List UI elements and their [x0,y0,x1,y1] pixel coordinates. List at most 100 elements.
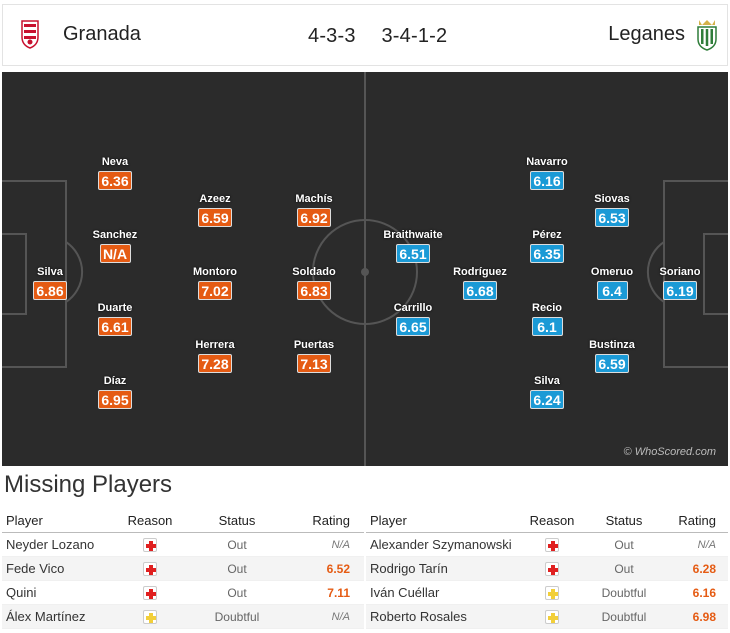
table-row[interactable]: Iván Cuéllar Doubtful 6.16 [366,581,728,605]
player-name: Braithwaite [383,229,443,241]
table-row[interactable]: Rodrigo Tarín Out 6.28 [366,557,728,581]
table-header: Player Reason Status Rating [2,509,364,533]
status-cell: Out [614,561,634,576]
player-rating: N/A [99,244,131,263]
pitch-lines [2,72,728,466]
away-player[interactable]: Braithwaite 6.51 [373,229,453,264]
player-rating: 7.28 [198,354,232,373]
home-player[interactable]: Sanchez N/A [75,229,155,264]
home-team[interactable]: Granada [19,19,141,49]
reason-cell [112,561,188,577]
table-row[interactable]: Alexander Szymanowski Out N/A [366,533,728,557]
away-player[interactable]: Pérez 6.35 [507,229,587,264]
leganes-crest-icon [695,19,717,51]
col-reason[interactable]: Reason [127,513,173,528]
home-player[interactable]: Azeez 6.59 [175,193,255,228]
player-name: Navarro [526,156,568,168]
injury-icon [143,538,157,553]
player-rating: 6.59 [595,354,629,373]
col-player[interactable]: Player [370,513,407,528]
home-player[interactable]: Díaz 6.95 [75,375,155,410]
formations: 4-3-3 3-4-1-2 [308,25,447,48]
away-player[interactable]: Soriano 6.19 [640,266,720,301]
missing-player-name[interactable]: Neyder Lozano [6,537,95,552]
missing-player-name[interactable]: Quini [6,585,37,600]
home-player[interactable]: Silva 6.86 [10,266,90,301]
missing-player-name[interactable]: Alexander Szymanowski [370,537,512,552]
missing-player-name[interactable]: Roberto Rosales [370,609,467,624]
player-name: Herrera [195,339,235,351]
table-row[interactable]: Roberto Rosales Doubtful 6.98 [366,605,728,629]
away-team-name: Leganes [608,22,685,45]
player-name: Silva [37,266,63,278]
player-rating: 6.65 [396,317,430,336]
away-player[interactable]: Omeruo 6.4 [572,266,652,301]
home-player[interactable]: Montoro 7.02 [175,266,255,301]
away-player[interactable]: Silva 6.24 [507,375,587,410]
reason-cell [112,609,188,625]
missing-player-name[interactable]: Rodrigo Tarín [370,561,448,576]
status-cell: Out [227,561,247,576]
home-player[interactable]: Duarte 6.61 [75,302,155,337]
away-player[interactable]: Rodríguez 6.68 [440,266,520,301]
home-team-name: Granada [63,22,141,45]
reason-cell [112,537,188,553]
table-row[interactable]: Álex Martínez Doubtful N/A [2,605,364,629]
doubtful-icon [143,610,157,625]
player-rating: 6.1 [531,317,563,336]
away-player[interactable]: Bustinza 6.59 [572,339,652,374]
away-team[interactable]: Leganes [608,19,717,51]
col-rating[interactable]: Rating [678,513,716,528]
home-player[interactable]: Machís 6.92 [274,193,354,228]
player-rating: 6.68 [463,281,497,300]
table-row[interactable]: Quini Out 7.11 [2,581,364,605]
col-reason[interactable]: Reason [529,513,575,528]
table-row[interactable]: Neyder Lozano Out N/A [2,533,364,557]
reason-cell [518,609,586,625]
status-cell: Doubtful [214,609,260,624]
player-name: Bustinza [589,339,635,351]
home-player[interactable]: Neva 6.36 [75,156,155,191]
away-player[interactable]: Recio 6.1 [507,302,587,337]
away-player[interactable]: Navarro 6.16 [507,156,587,191]
injury-icon [143,562,157,577]
status-cell: Doubtful [601,585,647,600]
home-player[interactable]: Soldado 6.83 [274,266,354,301]
col-status[interactable]: Status [605,513,643,528]
missing-player-name[interactable]: Álex Martínez [6,609,86,624]
player-rating: 6.24 [530,390,564,409]
status-cell: Out [227,585,247,600]
missing-player-name[interactable]: Iván Cuéllar [370,585,440,600]
rating-cell: 6.98 [692,609,716,624]
home-player[interactable]: Herrera 7.28 [175,339,255,374]
col-status[interactable]: Status [218,513,256,528]
status-cell: Out [227,537,247,552]
player-rating: 6.95 [98,390,132,409]
col-player[interactable]: Player [6,513,43,528]
player-rating: 6.35 [530,244,564,263]
home-formation: 4-3-3 [308,25,356,47]
away-player[interactable]: Carrillo 6.65 [373,302,453,337]
player-rating: 7.02 [198,281,232,300]
reason-cell [112,585,188,601]
player-name: Neva [101,156,129,168]
player-rating: 6.51 [396,244,430,263]
rating-cell: N/A [697,538,716,551]
col-rating[interactable]: Rating [312,513,350,528]
player-rating: 6.53 [595,208,629,227]
player-rating: 6.16 [530,171,564,190]
player-name: Pérez [532,229,562,241]
missing-player-name[interactable]: Fede Vico [6,561,65,576]
table-row[interactable]: Fede Vico Out 6.52 [2,557,364,581]
away-player[interactable]: Siovas 6.53 [572,193,652,228]
player-rating: 6.36 [98,171,132,190]
player-name: Montoro [193,266,237,278]
status-cell: Doubtful [601,609,647,624]
player-name: Duarte [97,302,133,314]
player-name: Machís [295,193,333,205]
player-name: Díaz [103,375,127,387]
missing-players-title: Missing Players [4,471,173,498]
player-name: Sanchez [92,229,138,241]
home-player[interactable]: Puertas 7.13 [274,339,354,374]
player-rating: 6.59 [198,208,232,227]
